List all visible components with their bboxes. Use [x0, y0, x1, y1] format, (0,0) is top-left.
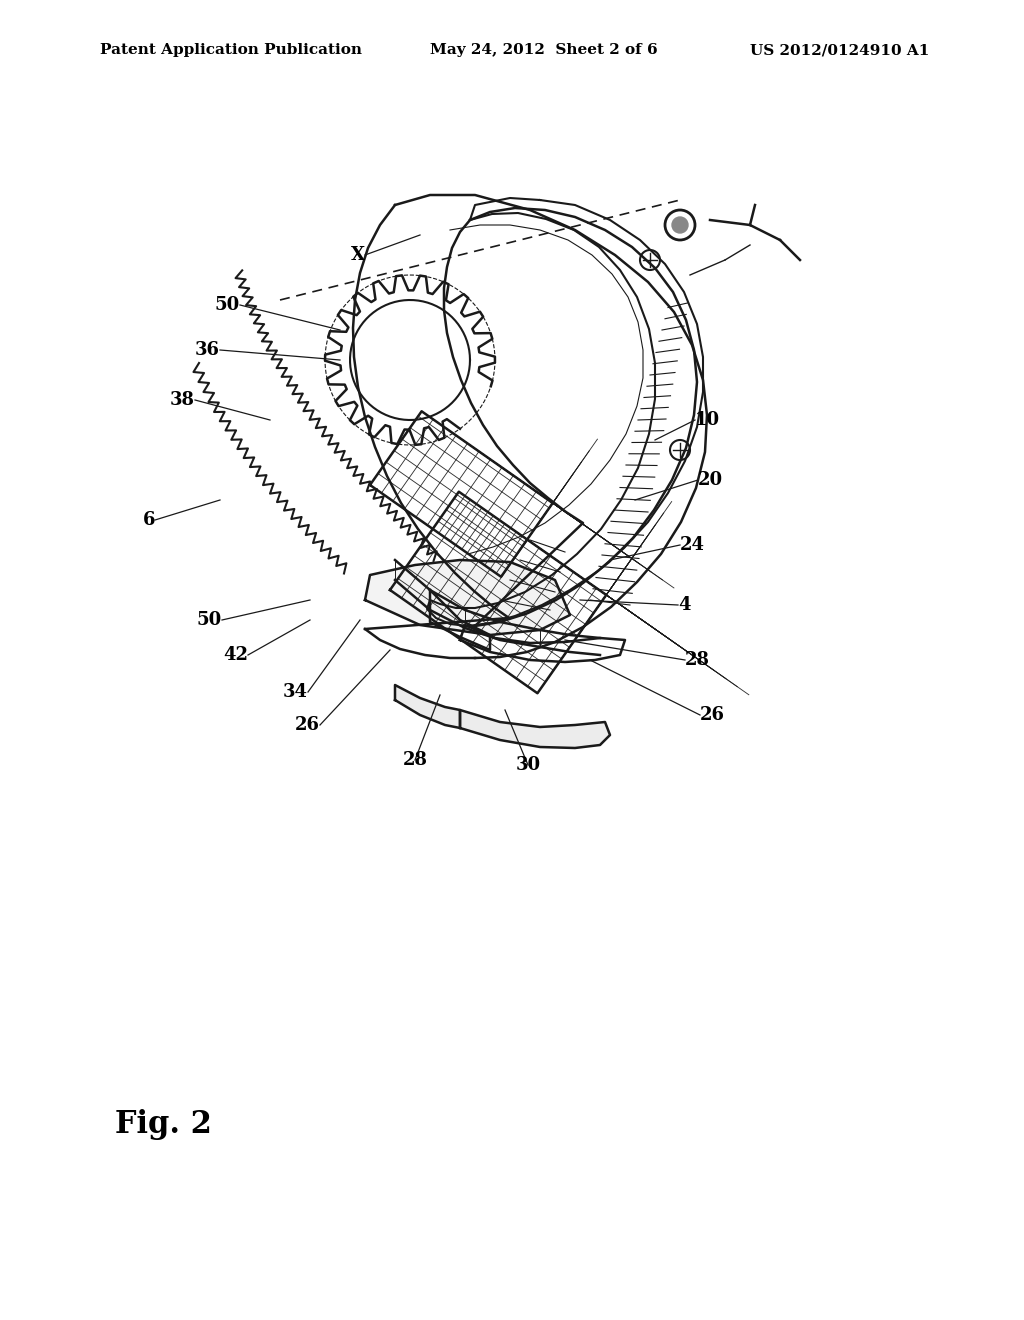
Polygon shape: [395, 685, 460, 729]
Text: 26: 26: [700, 706, 725, 723]
Text: 36: 36: [195, 341, 220, 359]
Text: 50: 50: [215, 296, 240, 314]
Text: 50: 50: [197, 611, 222, 630]
Text: Fig. 2: Fig. 2: [115, 1110, 212, 1140]
Text: 20: 20: [698, 471, 723, 488]
Text: 34: 34: [283, 682, 308, 701]
Text: 24: 24: [680, 536, 705, 554]
Polygon shape: [365, 560, 570, 635]
Text: 10: 10: [695, 411, 720, 429]
Text: May 24, 2012  Sheet 2 of 6: May 24, 2012 Sheet 2 of 6: [430, 44, 657, 57]
Text: 4: 4: [678, 597, 690, 614]
Text: 28: 28: [402, 751, 427, 770]
Text: 42: 42: [223, 645, 248, 664]
Text: Patent Application Publication: Patent Application Publication: [100, 44, 362, 57]
Text: 26: 26: [295, 715, 319, 734]
Text: X: X: [351, 246, 365, 264]
Text: 30: 30: [515, 756, 541, 774]
Polygon shape: [460, 710, 610, 748]
Text: 6: 6: [142, 511, 155, 529]
Text: US 2012/0124910 A1: US 2012/0124910 A1: [750, 44, 930, 57]
Text: 38: 38: [170, 391, 195, 409]
Circle shape: [672, 216, 688, 234]
Text: 28: 28: [685, 651, 710, 669]
